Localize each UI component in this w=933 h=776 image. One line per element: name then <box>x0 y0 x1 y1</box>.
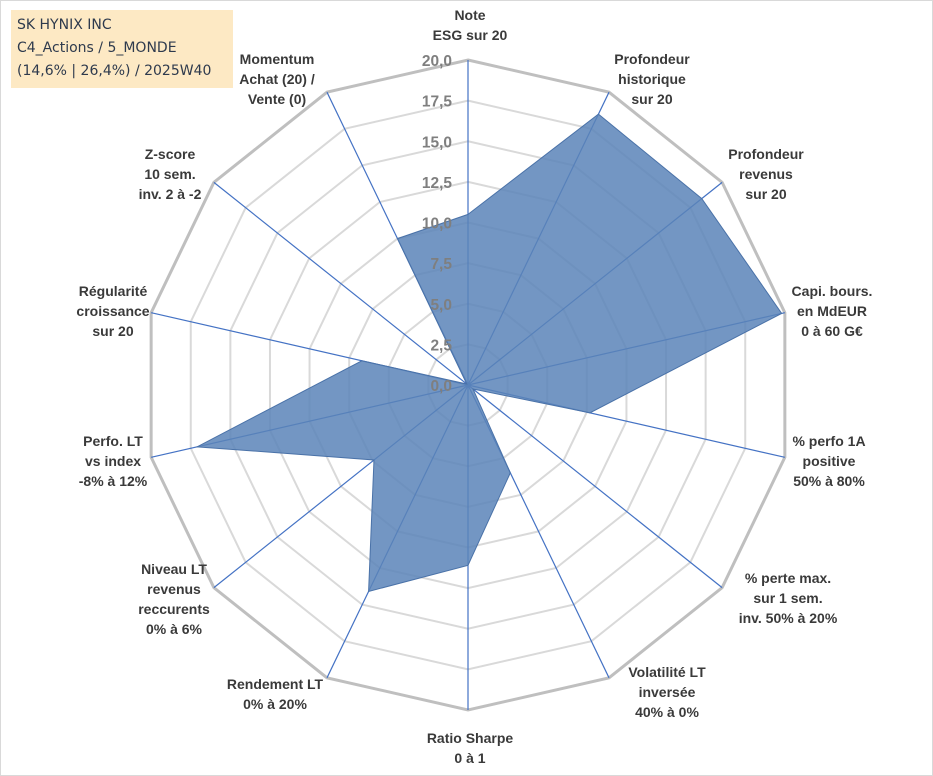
axis-label-line: Momentum <box>240 51 315 67</box>
axis-label: Capi. bours. en MdEUR 0 à 60 G€ <box>792 283 873 339</box>
radial-tick-labels: 0,0 2,5 5,0 7,5 10,0 12,5 15,0 17,5 20,0 <box>422 53 453 395</box>
axis-label-line: 0% à 20% <box>243 696 307 712</box>
axis-label: % perte max. sur 1 sem. inv. 50% à 20% <box>739 570 838 626</box>
axis-label-line: Z-score <box>145 146 196 162</box>
axis-spoke <box>467 384 723 589</box>
axis-label: Volatilité LT inversée 40% à 0% <box>628 664 706 720</box>
tick-label: 15,0 <box>422 134 452 151</box>
axis-label-line: revenus <box>739 166 793 182</box>
data-point <box>373 459 375 461</box>
axis-label: Z-score 10 sem. inv. 2 à -2 <box>139 146 202 202</box>
axis-label-line: 0 à 60 G€ <box>801 323 863 339</box>
data-point <box>597 113 599 115</box>
axis-label-line: 10 sem. <box>144 166 195 182</box>
axis-label-line: Profondeur <box>728 146 804 162</box>
axis-label-line: % perte max. <box>745 570 831 586</box>
axis-label: Profondeur revenus sur 20 <box>728 146 804 202</box>
data-point <box>701 198 703 200</box>
tick-label: 20,0 <box>422 53 452 70</box>
company-name: SK HYNIX INC <box>17 17 112 33</box>
axis-label-line: Niveau LT <box>141 561 207 577</box>
axis-label-line: sur 20 <box>92 323 133 339</box>
axis-label: Momentum Achat (20) / Vente (0) <box>239 51 315 107</box>
category-label: C4_Actions / 5_MONDE <box>17 40 177 56</box>
axis-label-line: historique <box>618 71 686 87</box>
axis-label-line: sur 20 <box>745 186 786 202</box>
axis-label-line: ESG sur 20 <box>433 27 508 43</box>
axis-label-line: revenus <box>147 581 201 597</box>
tick-label: 7,5 <box>430 256 452 273</box>
axis-labels: Note ESG sur 20 Profondeur historique sur 20… <box>76 7 872 766</box>
axis-label-line: -8% à 12% <box>79 473 148 489</box>
axis-label-line: % perfo 1A <box>792 433 865 449</box>
axis-label-line: Perfo. LT <box>83 433 143 449</box>
axis-label-line: en MdEUR <box>797 303 867 319</box>
axis-label-line: reccurents <box>138 601 210 617</box>
data-point <box>472 388 474 390</box>
axis-label-line: Rendement LT <box>227 676 324 692</box>
axis-label-line: 40% à 0% <box>635 704 699 720</box>
data-point <box>361 360 363 362</box>
axis-label: Profondeur historique sur 20 <box>614 51 690 107</box>
title-box: SK HYNIX INC C4_Actions / 5_MONDE (14,6%… <box>11 10 233 88</box>
axis-label: Rendement LT 0% à 20% <box>227 676 324 712</box>
axis-label-line: Achat (20) / <box>239 71 315 87</box>
data-point <box>509 472 511 474</box>
tick-label: 17,5 <box>422 94 453 111</box>
axis-label-line: Vente (0) <box>248 91 306 107</box>
axis-spoke <box>213 181 469 386</box>
axis-label: Ratio Sharpe 0 à 1 <box>427 730 514 766</box>
axis-label-line: inv. 50% à 20% <box>739 610 838 626</box>
axis-label-line: vs index <box>85 453 141 469</box>
axis-label-line: croissance <box>76 303 149 319</box>
axis-label-line: positive <box>803 453 856 469</box>
axis-label-line: Capi. bours. <box>792 283 873 299</box>
axis-label-line: 0% à 6% <box>146 621 203 637</box>
tick-label: 12,5 <box>422 175 453 192</box>
performance-period-label: (14,6% | 26,4%) / 2025W40 <box>17 63 212 79</box>
data-point <box>781 312 783 314</box>
data-point <box>368 590 370 592</box>
tick-label: 2,5 <box>430 337 452 354</box>
axis-label-line: Profondeur <box>614 51 690 67</box>
axis-label-line: Volatilité LT <box>628 664 706 680</box>
data-point <box>467 564 469 566</box>
axis-label: Note ESG sur 20 <box>433 7 508 43</box>
axis-label-line: 0 à 1 <box>454 750 485 766</box>
data-point <box>466 383 468 385</box>
axis-label: Niveau LT revenus reccurents 0% à 6% <box>138 561 210 637</box>
axis-label-line: sur 20 <box>631 91 672 107</box>
axis-label-line: inversée <box>639 684 696 700</box>
axis-label-line: inv. 2 à -2 <box>139 186 202 202</box>
tick-label: 5,0 <box>430 297 452 314</box>
data-point <box>196 446 198 448</box>
data-point <box>396 238 398 240</box>
axis-label-line: 50% à 80% <box>793 473 865 489</box>
axis-label-line: Ratio Sharpe <box>427 730 514 746</box>
radar-series <box>195 113 783 593</box>
axis-label-line: Régularité <box>79 283 148 299</box>
axis-label-line: Note <box>454 7 485 23</box>
axis-label: Perfo. LT vs index -8% à 12% <box>79 433 148 489</box>
tick-label: 10,0 <box>422 216 452 233</box>
tick-label: 0,0 <box>430 378 452 395</box>
axis-label: % perfo 1A positive 50% à 80% <box>792 433 865 489</box>
data-point <box>589 412 591 414</box>
axis-label: Régularité croissance sur 20 <box>76 283 149 339</box>
data-point <box>467 213 469 215</box>
axis-label-line: sur 1 sem. <box>753 590 822 606</box>
